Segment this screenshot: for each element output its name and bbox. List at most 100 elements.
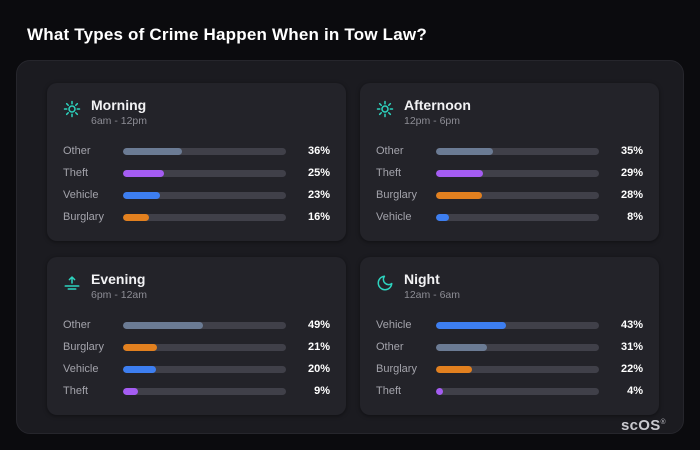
bar-row: Burglary 16%	[63, 206, 330, 228]
percent-value: 8%	[627, 211, 643, 224]
bar-row: Other 36%	[63, 140, 330, 162]
category-label: Theft	[376, 385, 402, 398]
category-label: Burglary	[376, 189, 417, 202]
category-label: Theft	[63, 167, 89, 180]
bar-fill	[123, 147, 182, 155]
bar-track	[436, 387, 599, 395]
percent-value: 22%	[620, 363, 643, 376]
category-label: Other	[376, 341, 404, 354]
percent-value: 16%	[307, 211, 330, 224]
category-label: Vehicle	[376, 319, 412, 332]
percent-value: 35%	[620, 145, 643, 158]
bar-track	[123, 387, 286, 395]
card-evening: Evening 6pm - 12am Other 49% Burglary 21% Ve…	[47, 257, 346, 415]
card-title: Night	[404, 271, 440, 287]
percent-value: 43%	[620, 319, 643, 332]
percent-value: 28%	[620, 189, 643, 202]
bar-fill	[436, 213, 450, 221]
bar-track	[436, 321, 599, 329]
percent-value: 36%	[307, 145, 330, 158]
category-label: Vehicle	[63, 363, 99, 376]
card-header: Afternoon 12pm - 6pm	[376, 97, 643, 127]
percent-value: 4%	[627, 385, 643, 398]
category-label: Other	[63, 145, 91, 158]
brand-text: scOS	[620, 417, 661, 434]
card-heading-text: Afternoon 12pm - 6pm	[404, 97, 471, 127]
bar-fill	[123, 387, 138, 395]
card-afternoon: Afternoon 12pm - 6pm Other 35% Theft 29% Bur…	[360, 83, 659, 241]
category-label: Burglary	[63, 341, 104, 354]
bar-track	[123, 147, 286, 155]
bar-fill	[436, 191, 482, 199]
bar-list: Other 35% Theft 29% Burglary 28% Vehicle 8%	[376, 140, 643, 228]
bar-track	[436, 191, 599, 199]
page-title: What Types of Crime Happen When in Tow L…	[27, 25, 427, 44]
bar-list: Other 49% Burglary 21% Vehicle 20% Theft 9%	[63, 314, 330, 402]
card-subtitle: 12am - 6am	[404, 289, 461, 302]
bar-track	[436, 365, 599, 373]
bar-row: Vehicle 43%	[376, 314, 643, 336]
moon-icon	[376, 274, 394, 292]
card-title: Afternoon	[404, 97, 471, 113]
bar-fill	[436, 147, 494, 155]
card-subtitle: 6am - 12pm	[91, 115, 148, 128]
card-subtitle: 6pm - 12am	[91, 289, 148, 302]
registered-mark: ®	[660, 419, 666, 426]
bar-track	[436, 147, 599, 155]
bar-fill	[123, 321, 203, 329]
sunset-icon	[63, 274, 81, 292]
bar-track	[123, 169, 286, 177]
bar-fill	[436, 169, 484, 177]
bar-fill	[436, 343, 487, 351]
card-header: Morning 6am - 12pm	[63, 97, 330, 127]
card-subtitle: 12pm - 6pm	[404, 115, 461, 128]
dashboard-panel: Morning 6am - 12pm Other 36% Theft 25% Vehic…	[16, 60, 684, 434]
bar-fill	[123, 213, 150, 221]
bar-row: Theft 9%	[63, 380, 330, 402]
bar-row: Burglary 21%	[63, 336, 330, 358]
card-morning: Morning 6am - 12pm Other 36% Theft 25% Vehic…	[47, 83, 346, 241]
cards-grid: Morning 6am - 12pm Other 36% Theft 25% Vehic…	[47, 83, 659, 415]
bar-track	[123, 191, 286, 199]
card-heading-text: Evening 6pm - 12am	[91, 271, 147, 301]
bar-row: Burglary 22%	[376, 358, 643, 380]
percent-value: 49%	[307, 319, 330, 332]
card-title: Morning	[91, 97, 147, 113]
bar-fill	[436, 387, 443, 395]
bar-row: Theft 25%	[63, 162, 330, 184]
bar-fill	[123, 343, 158, 351]
bar-fill	[436, 321, 507, 329]
category-label: Theft	[63, 385, 89, 398]
bar-row: Other 31%	[376, 336, 643, 358]
bar-track	[436, 169, 599, 177]
category-label: Theft	[376, 167, 402, 180]
percent-value: 23%	[307, 189, 330, 202]
category-label: Other	[376, 145, 404, 158]
category-label: Burglary	[376, 363, 417, 376]
bar-row: Theft 4%	[376, 380, 643, 402]
bar-fill	[123, 169, 164, 177]
bar-row: Theft 29%	[376, 162, 643, 184]
bar-row: Vehicle 20%	[63, 358, 330, 380]
card-heading-text: Morning 6am - 12pm	[91, 97, 147, 127]
card-header: Evening 6pm - 12am	[63, 271, 330, 301]
percent-value: 21%	[307, 341, 330, 354]
bar-track	[123, 321, 286, 329]
bar-track	[123, 213, 286, 221]
bar-list: Other 36% Theft 25% Vehicle 23% Burglary 16%	[63, 140, 330, 228]
card-header: Night 12am - 6am	[376, 271, 643, 301]
bar-fill	[123, 191, 161, 199]
card-heading-text: Night 12am - 6am	[404, 271, 460, 301]
category-label: Vehicle	[63, 189, 99, 202]
bar-track	[436, 213, 599, 221]
bar-row: Vehicle 23%	[63, 184, 330, 206]
bar-row: Other 35%	[376, 140, 643, 162]
sun-icon	[376, 100, 394, 118]
category-label: Vehicle	[376, 211, 412, 224]
bar-track	[436, 343, 599, 351]
bar-track	[123, 365, 286, 373]
bar-row: Vehicle 8%	[376, 206, 643, 228]
card-title: Evening	[91, 271, 146, 287]
bar-row: Burglary 28%	[376, 184, 643, 206]
percent-value: 29%	[620, 167, 643, 180]
